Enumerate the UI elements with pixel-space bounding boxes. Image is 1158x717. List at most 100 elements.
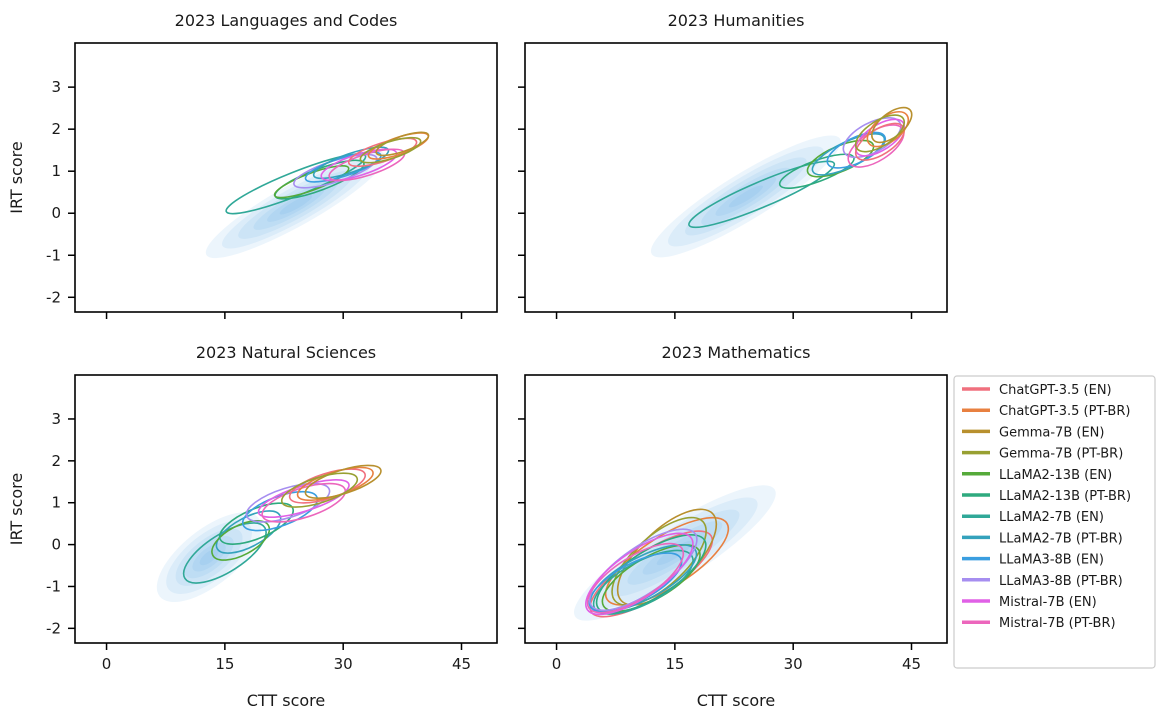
density-level [166, 520, 252, 594]
plot-area [205, 131, 430, 259]
contour-mistral-7b-pt-br- [261, 482, 347, 523]
panel-frame [74, 374, 498, 644]
density-level [573, 485, 776, 621]
density-level [279, 195, 313, 215]
x-tick-label: 0 [552, 655, 562, 673]
legend-label: LLaMA3-8B (PT-BR) [999, 574, 1123, 589]
x-tick-label: 30 [784, 655, 803, 673]
y-tick-label: -1 [46, 577, 61, 595]
legend-item: Gemma-7B (EN) [962, 425, 1104, 440]
legend-item: LLaMA2-13B (EN) [962, 468, 1112, 483]
contour-gemma-7b-en- [375, 131, 430, 157]
panel-frame [524, 42, 948, 313]
plot-area [650, 106, 913, 258]
legend-item: Mistral-7B (PT-BR) [962, 616, 1116, 631]
contour-gemma-7b-en- [304, 464, 382, 499]
legend-item: LLaMA2-7B (PT-BR) [962, 531, 1123, 546]
legend-label: ChatGPT-3.5 (PT-BR) [999, 404, 1130, 419]
legend-item: Mistral-7B (EN) [962, 595, 1097, 610]
legend-label: LLaMA2-13B (PT-BR) [999, 489, 1131, 504]
panel-4: 2023 Mathematics 0 15 30 45 CTT score [518, 343, 948, 710]
x-tick-label: 45 [452, 655, 471, 673]
legend-label: LLaMA2-13B (EN) [999, 468, 1112, 483]
x-tick-label: 15 [665, 655, 684, 673]
x-tick-label: 15 [215, 655, 234, 673]
density-level [205, 151, 386, 259]
x-tick-label: 0 [102, 655, 112, 673]
legend-item: LLaMA3-8B (PT-BR) [962, 574, 1123, 589]
density-level [728, 185, 763, 208]
legend-item: LLaMA2-13B (PT-BR) [962, 489, 1131, 504]
legend-label: ChatGPT-3.5 (EN) [999, 383, 1112, 398]
plot-area [573, 485, 776, 621]
contour-gemma-7b-pt-br- [854, 114, 905, 153]
legend-label: LLaMA3-8B (EN) [999, 553, 1104, 568]
contour-llama3-8b-pt-br- [842, 117, 902, 159]
contour-mistral-7b-pt-br- [586, 542, 685, 614]
legend-label: Mistral-7B (EN) [999, 595, 1097, 610]
contour-llama3-8b-en- [826, 131, 887, 169]
contour-llama2-13b-en- [211, 519, 271, 561]
contour-llama2-13b-pt-br- [595, 534, 707, 614]
density-level [267, 187, 325, 222]
contour-mistral-7b-en- [257, 479, 350, 519]
y-tick-label: -2 [46, 619, 61, 637]
panel-1: 2023 Languages and Codes -2 -1 0 1 2 3 IRT scor… [7, 11, 498, 319]
density-level [627, 521, 723, 585]
legend-item: ChatGPT-3.5 (PT-BR) [962, 404, 1130, 419]
panel-2: 2023 Humanities [518, 11, 948, 319]
legend-item: LLaMA3-8B (EN) [962, 553, 1104, 568]
legend-label: Mistral-7B (PT-BR) [999, 616, 1116, 631]
y-tick-label: 1 [51, 494, 61, 512]
contour-gemma-7b-pt-br- [359, 136, 422, 164]
contour-gemma-7b-pt-br- [280, 472, 359, 508]
legend-label: Gemma-7B (EN) [999, 425, 1104, 440]
legend-item: ChatGPT-3.5 (EN) [962, 383, 1112, 398]
contour-llama2-7b-en- [688, 160, 836, 229]
y-tick-label: 3 [51, 78, 61, 96]
legend-box [953, 375, 1156, 669]
x-tick-label: 45 [902, 655, 921, 673]
contour-llama3-8b-en- [241, 490, 319, 532]
panel-title: 2023 Natural Sciences [196, 343, 376, 362]
contour-llama2-7b-en- [182, 522, 267, 584]
plot-area [156, 464, 382, 603]
legend-label: LLaMA2-7B (EN) [999, 510, 1104, 525]
density-level [701, 167, 791, 226]
density-level [642, 531, 708, 575]
panel-title: 2023 Humanities [668, 11, 805, 30]
legend-item: Gemma-7B (PT-BR) [962, 447, 1123, 462]
contour-chatgpt-3-5-pt-br- [367, 132, 430, 160]
panel-frame [74, 42, 498, 313]
density-level [610, 509, 740, 597]
density-level [184, 536, 234, 579]
legend-label: LLaMA2-7B (PT-BR) [999, 531, 1123, 546]
panel-frame [524, 374, 948, 644]
y-tick-label: 2 [51, 120, 61, 138]
legend-label: Gemma-7B (PT-BR) [999, 447, 1123, 462]
density-level [199, 549, 219, 566]
y-axis-label: IRT score [7, 473, 26, 546]
contour-llama2-7b-pt-br- [215, 510, 282, 554]
density-level [685, 157, 807, 236]
panel-title: 2023 Languages and Codes [175, 11, 398, 30]
x-axis-label: CTT score [247, 691, 326, 710]
density-level [715, 176, 777, 216]
density-level [656, 540, 694, 566]
legend: ChatGPT-3.5 (EN) ChatGPT-3.5 (PT-BR) Gemma… [953, 375, 1156, 669]
panel-3: 2023 Natural Sciences 0 15 30 45 -2 -1 0 1 2 3 IRT … [7, 343, 498, 710]
y-axis-label: IRT score [7, 141, 26, 214]
panel-title: 2023 Mathematics [662, 343, 811, 362]
x-axis-label: CTT score [697, 691, 776, 710]
density-level [238, 170, 354, 239]
y-tick-label: 0 [51, 536, 61, 554]
legend-item: LLaMA2-7B (EN) [962, 510, 1104, 525]
x-tick-label: 30 [334, 655, 353, 673]
y-tick-label: 1 [51, 162, 61, 180]
y-tick-label: 0 [51, 204, 61, 222]
density-level [156, 512, 262, 603]
y-tick-label: 2 [51, 452, 61, 470]
contour-llama3-8b-pt-br- [245, 482, 331, 523]
y-tick-label: -1 [46, 246, 61, 264]
